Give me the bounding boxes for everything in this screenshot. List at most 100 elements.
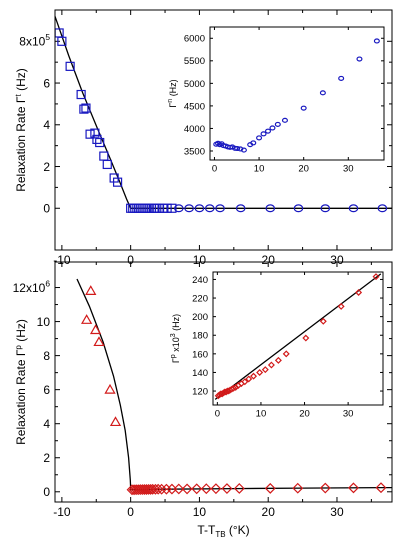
data-point-square xyxy=(102,159,112,170)
data-point-diamond xyxy=(355,288,363,296)
data-point-diamond xyxy=(375,482,387,494)
y-tick-text: 220 xyxy=(192,293,208,304)
data-point-circle xyxy=(348,204,359,213)
y-tick-label: 220 xyxy=(192,293,208,304)
y-tick-label: 180 xyxy=(192,331,208,342)
data-point-circle xyxy=(194,204,205,213)
data-point-diamond xyxy=(156,483,168,495)
y-tick-label: 8x105 xyxy=(19,32,50,48)
data-point-circle xyxy=(235,204,246,213)
data-point-diamond xyxy=(223,387,231,395)
data-point-square xyxy=(65,61,75,71)
x-axis-label-text: T-T xyxy=(197,523,216,537)
data-point-circle xyxy=(240,147,247,153)
x-tick-label: 0 xyxy=(127,505,134,519)
y-tick-label: 6000 xyxy=(184,34,205,45)
y-tick-text: 8x10 xyxy=(19,35,45,49)
data-point-diamond xyxy=(348,482,359,494)
data-point-square xyxy=(112,177,123,187)
y-axis-label-unit: (Hz) xyxy=(168,79,178,99)
y-tick-label: 5500 xyxy=(184,56,205,67)
data-point-circle xyxy=(373,38,380,44)
data-point-circle xyxy=(281,117,288,123)
data-point-diamond xyxy=(191,483,203,495)
data-point-circle xyxy=(184,204,194,213)
y-axis-label-sup: p xyxy=(170,354,177,358)
y-axis-label: Relaxation Rate Γt (Hz) xyxy=(14,68,28,192)
data-point-square xyxy=(92,134,102,144)
y-tick-text: 180 xyxy=(192,331,208,342)
y-axis-label: Γn (Hz) xyxy=(167,79,178,107)
data-point-diamond xyxy=(173,483,185,495)
data-point-triangle xyxy=(85,285,97,295)
y-tick-label: 140 xyxy=(192,368,208,379)
data-point-circle xyxy=(173,204,184,213)
data-point-circle xyxy=(293,204,304,213)
fit-curve xyxy=(214,273,382,400)
data-point-square xyxy=(81,103,91,113)
data-point-circle xyxy=(319,90,326,96)
y-axis-label-sup: t xyxy=(14,93,23,96)
y-tick-label: 4000 xyxy=(184,124,205,135)
x-tick-label: 30 xyxy=(330,253,344,267)
y-tick-label: 6 xyxy=(43,383,50,397)
data-point-circle xyxy=(300,105,307,111)
plot-frame xyxy=(54,9,393,251)
y-axis-label-unit-sup: 3 xyxy=(170,333,177,337)
x-tick-label: 30 xyxy=(343,409,354,420)
data-point-square xyxy=(99,151,109,161)
y-tick-text: 4500 xyxy=(184,101,205,112)
y-tick-text: 240 xyxy=(192,275,208,286)
data-point-circle xyxy=(237,146,244,152)
y-tick-text: 160 xyxy=(192,349,208,360)
top-inset-panel: 0 10 20 30 3500 4000 4500 5000 5500 6000 Γn (Hz) xyxy=(167,26,385,175)
y-tick-text: 10 xyxy=(37,315,51,329)
data-point-diamond xyxy=(372,273,380,281)
data-point-diamond xyxy=(200,483,212,495)
y-tick-text: 4 xyxy=(43,417,50,431)
data-point-square xyxy=(162,203,172,213)
x-tick-label: 10 xyxy=(254,164,265,175)
y-tick-label: 5000 xyxy=(184,79,205,90)
bottom-inset-panel: 0 10 20 30 120 140 160 180 200 220 240 Γp x103 (Hz) xyxy=(170,271,384,420)
y-tick-text: 8 xyxy=(43,349,50,363)
x-tick-label: 20 xyxy=(262,253,276,267)
data-point-diamond xyxy=(241,378,249,386)
data-point-circle xyxy=(204,204,215,213)
y-tick-label: 0 xyxy=(43,202,50,216)
x-tick-label: 0 xyxy=(127,253,134,267)
x-tick-label: -10 xyxy=(53,505,71,519)
data-point-diamond xyxy=(245,375,253,383)
data-point-circle xyxy=(320,204,331,213)
y-tick-text: 12x10 xyxy=(13,281,46,295)
data-point-circle xyxy=(274,121,281,127)
data-point-triangle xyxy=(89,324,102,335)
y-tick-text: 2 xyxy=(43,160,50,174)
data-point-diamond xyxy=(250,372,258,380)
y-tick-text: 6000 xyxy=(184,34,205,45)
data-point-circle xyxy=(269,125,276,131)
y-axis-label-text: Γ xyxy=(171,358,181,363)
x-tick-label: 30 xyxy=(343,164,354,175)
x-tick-label: 10 xyxy=(193,505,207,519)
data-point-diamond xyxy=(292,482,304,494)
data-point-triangle xyxy=(109,416,122,427)
data-point-diamond xyxy=(210,483,222,495)
data-point-diamond xyxy=(267,361,275,369)
y-axis-label-sup: p xyxy=(14,345,23,350)
plot-frame xyxy=(212,271,384,406)
data-point-diamond xyxy=(274,356,282,364)
y-axis-label-text: Relaxation Rate Γ xyxy=(14,96,28,192)
data-point-square xyxy=(167,203,177,213)
y-tick-label: 240 xyxy=(192,275,208,286)
y-tick-label: 2 xyxy=(43,451,50,465)
data-point-diamond xyxy=(152,483,164,495)
top-panel: -10 0 10 20 30 0 2 4 6 8x105 Relaxation Rate Γt (H… xyxy=(14,9,393,267)
data-point-diamond xyxy=(337,302,345,310)
y-tick-text: 3500 xyxy=(184,146,205,157)
x-tick-label: 10 xyxy=(193,253,207,267)
x-tick-label: 0 xyxy=(215,409,220,420)
x-tick-label: 20 xyxy=(299,409,310,420)
y-tick-label: 4500 xyxy=(184,101,205,112)
